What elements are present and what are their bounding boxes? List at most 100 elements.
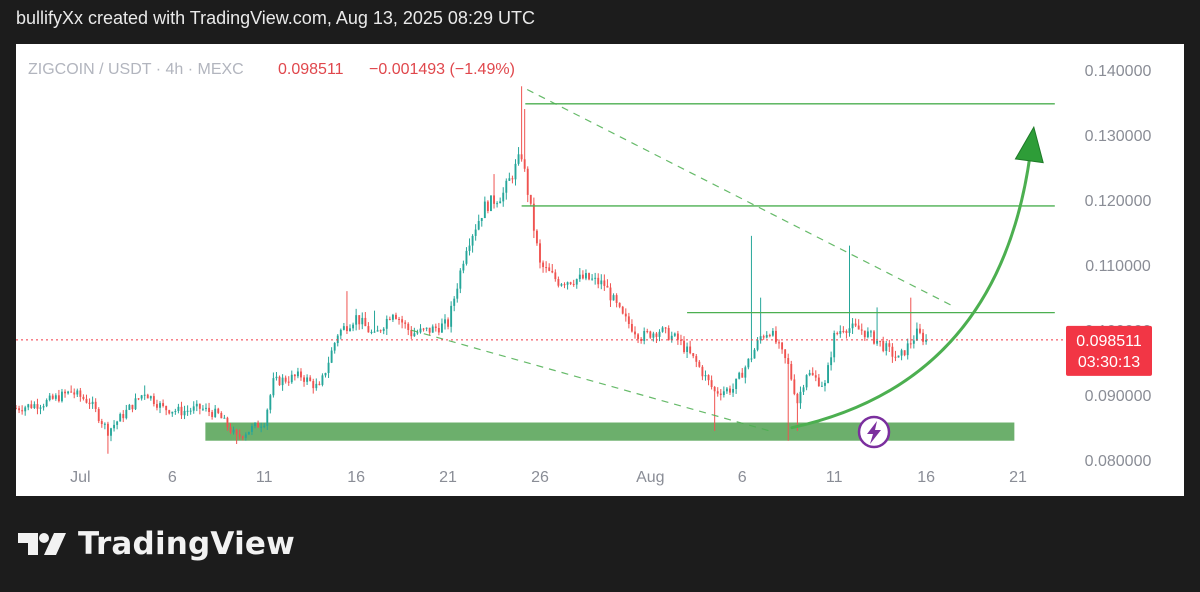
- candle-body: [290, 374, 293, 383]
- candle-body: [345, 326, 348, 332]
- candle-body: [100, 421, 103, 425]
- candle-body: [428, 327, 431, 333]
- candle-body: [873, 331, 875, 344]
- time-axis-tick-label: 6: [168, 469, 177, 486]
- candle-body: [410, 330, 413, 337]
- candle-body: [266, 409, 269, 426]
- legend-symbol: ZIGCOIN / USDT · 4h · MEXC: [28, 61, 244, 78]
- candle-body: [474, 229, 477, 236]
- candle-body: [897, 355, 900, 358]
- candle-body: [171, 411, 174, 414]
- candle-body: [591, 278, 594, 280]
- candle-body: [836, 332, 839, 334]
- candle-body: [214, 408, 217, 418]
- candle-body: [781, 342, 784, 350]
- candle-body: [309, 377, 312, 382]
- candle-body: [401, 319, 404, 323]
- candle-body: [606, 285, 609, 288]
- candle-body: [174, 410, 177, 412]
- candle-body: [358, 315, 361, 325]
- candle-body: [355, 315, 358, 325]
- candle-body: [269, 395, 272, 410]
- candle-body: [398, 318, 400, 320]
- legend-change: −0.001493 (−1.49%): [369, 61, 515, 78]
- candle-body: [805, 375, 808, 388]
- candle-body: [860, 329, 863, 331]
- candle-body: [16, 408, 17, 410]
- time-axis-tick-label: 21: [439, 469, 457, 486]
- candle-body: [511, 178, 514, 180]
- candle-body: [793, 379, 796, 394]
- candle-body: [321, 375, 324, 385]
- candle-body: [444, 319, 446, 324]
- candle-body: [146, 394, 149, 399]
- candle-body: [67, 391, 70, 394]
- candle-body: [768, 335, 771, 337]
- candle-body: [391, 314, 394, 320]
- candle-body: [272, 378, 275, 396]
- candle-body: [404, 322, 407, 324]
- candle-body: [753, 349, 756, 359]
- candle-body: [385, 318, 388, 329]
- candle-body: [575, 279, 578, 285]
- candle-body: [284, 377, 287, 382]
- candle-body: [655, 333, 658, 337]
- candle-body: [382, 328, 385, 331]
- candle-body: [416, 332, 419, 334]
- projection-arrow-head: [1014, 125, 1044, 164]
- price-axis-tick-label: 0.140000: [1085, 63, 1152, 80]
- candle-body: [247, 431, 250, 435]
- candle-body: [621, 306, 624, 314]
- candle-body: [456, 288, 459, 299]
- candle-body: [719, 393, 722, 396]
- candle-body: [802, 387, 805, 392]
- candle-body: [869, 331, 872, 333]
- price-axis: 0.1400000.1300000.1200000.1100000.100000…: [1085, 63, 1152, 470]
- price-axis-tick-label: 0.110000: [1085, 258, 1151, 275]
- candle-body: [437, 328, 440, 333]
- candle-body: [134, 398, 137, 410]
- candle-body: [738, 372, 741, 379]
- candle-body: [244, 434, 247, 438]
- candle-body: [799, 391, 802, 404]
- candle-body: [370, 331, 373, 333]
- candle-body: [379, 330, 382, 332]
- chart-panel[interactable]: 0.1400000.1300000.1200000.1100000.100000…: [16, 44, 1184, 496]
- candle-body: [716, 391, 719, 394]
- candle-body: [300, 371, 302, 378]
- candle-body: [603, 280, 606, 286]
- candle-body: [486, 201, 489, 212]
- candle-body: [735, 378, 738, 390]
- candle-body: [741, 372, 744, 378]
- candle-body: [186, 410, 189, 412]
- candle-body: [159, 403, 161, 408]
- candle-body: [618, 302, 621, 307]
- candle-body: [646, 331, 649, 333]
- candle-body: [490, 195, 492, 212]
- lightning-icon[interactable]: [857, 415, 891, 449]
- candle-body: [600, 280, 603, 285]
- candle-body: [324, 373, 327, 376]
- candle-body: [637, 334, 640, 340]
- price-chart[interactable]: 0.1400000.1300000.1200000.1100000.100000…: [16, 44, 1184, 496]
- candle-body: [854, 323, 857, 326]
- candle-body: [220, 412, 223, 419]
- candle-body: [91, 401, 94, 405]
- candle-body: [61, 391, 63, 402]
- candle-body: [771, 330, 774, 336]
- candle-body: [784, 349, 787, 359]
- candle-body: [701, 366, 704, 377]
- time-axis-tick-label: 6: [738, 469, 747, 486]
- candle-body: [140, 395, 143, 399]
- candle-body: [523, 159, 526, 169]
- candle-body: [330, 350, 333, 363]
- candle-body: [906, 343, 909, 356]
- candle-body: [183, 410, 186, 416]
- time-axis-tick-label: 16: [347, 469, 365, 486]
- candle-body: [554, 272, 557, 280]
- candle-body: [232, 429, 235, 433]
- candle-body: [198, 403, 201, 409]
- candle-body: [192, 406, 195, 411]
- candle-body: [462, 263, 465, 271]
- candle-body: [695, 356, 698, 362]
